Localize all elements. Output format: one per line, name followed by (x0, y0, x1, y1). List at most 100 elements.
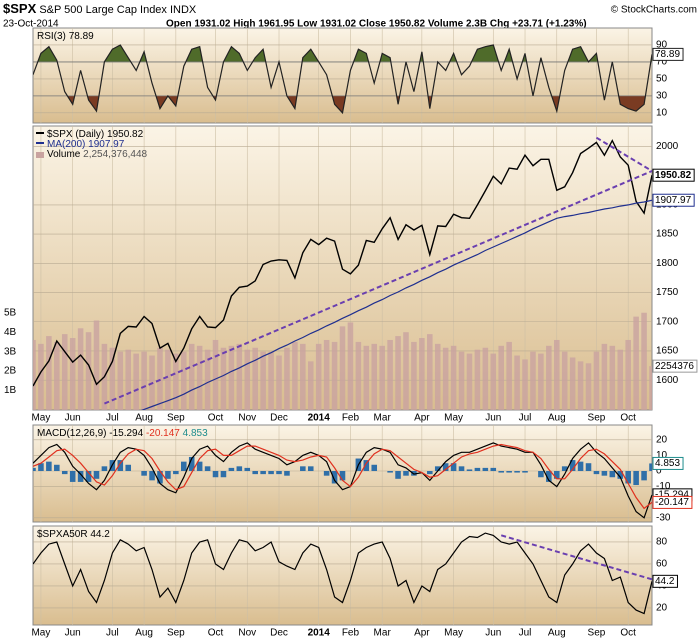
trendline (104, 170, 652, 405)
series-line (33, 443, 652, 510)
legend-text: Volume (47, 149, 81, 160)
y-tick-label: 20 (656, 603, 668, 614)
legend-text: -20.147 (146, 428, 180, 439)
histogram-bar (93, 471, 100, 479)
volume-bar (260, 351, 266, 410)
series-line (33, 532, 652, 615)
histogram-bar (54, 464, 60, 472)
last-value-box (652, 168, 695, 182)
histogram-bar (228, 467, 235, 472)
volume-bar (355, 341, 362, 410)
x-tick-label: Jun (485, 628, 501, 639)
histogram-bar (403, 471, 409, 476)
header-title: $SPX S&P 500 Large Cap Index INDX (3, 1, 197, 16)
histogram-bar (427, 471, 433, 475)
histogram-bar (85, 471, 92, 482)
volume-bar (276, 355, 282, 410)
volume-bar (601, 343, 608, 410)
histogram-bar (411, 471, 417, 476)
x-tick-label: Nov (238, 628, 256, 639)
histogram-bar (33, 467, 36, 472)
x-tick-label: Jun (65, 628, 81, 639)
histogram-bar (69, 471, 76, 482)
histogram-bar (641, 471, 647, 481)
volume-bar (188, 343, 195, 410)
x-tick-label: Oct (208, 628, 224, 639)
y2-tick-label: 5B (4, 307, 17, 318)
panel-plot (33, 526, 652, 625)
histogram-bar (307, 466, 314, 472)
y-tick-label: 10 (656, 450, 668, 461)
x-tick-label: Nov (238, 413, 256, 424)
volume-bar (204, 349, 211, 410)
volume-bar (458, 351, 465, 410)
volume-bar (46, 336, 52, 410)
x-tick-label: Sep (588, 413, 606, 424)
legend: Volume 2,254,376,448 (47, 149, 148, 160)
histogram-bar (212, 471, 219, 478)
histogram-bar (268, 471, 274, 475)
y-tick-label: 2000 (656, 141, 679, 152)
y2-tick-label: 1B (4, 385, 17, 396)
volume-bar (403, 332, 409, 410)
volume-bar (165, 349, 171, 410)
last-value-label: 1950.82 (655, 170, 692, 181)
x-tick-label: Aug (135, 413, 153, 424)
volume-bar (33, 339, 36, 410)
volume-bar (284, 347, 290, 410)
histogram-bar (538, 471, 544, 478)
volume-bar (117, 351, 124, 410)
volume-bar (125, 349, 132, 410)
panel-background (32, 525, 653, 626)
x-tick-label: Aug (548, 628, 566, 639)
legend-swatch (36, 142, 44, 144)
histogram-bar (609, 471, 616, 478)
y-tick-label: 50 (656, 74, 668, 85)
panel-plot (33, 425, 652, 522)
volume-bar (363, 345, 370, 410)
x-tick-label: Aug (548, 413, 566, 424)
volume-bar (252, 347, 258, 410)
x-tick-label: 2014 (308, 413, 331, 424)
legend: $SPX (Daily) 1950.82 (47, 129, 144, 140)
volume-bar (522, 359, 528, 410)
volume-bar (546, 345, 552, 410)
histogram-bar (387, 471, 393, 473)
volume-bar (538, 353, 544, 410)
volume-bar (577, 361, 584, 410)
y-tick-label: 1600 (656, 375, 679, 386)
histogram-bar (617, 471, 624, 479)
histogram-bar (553, 471, 560, 479)
volume-bar (617, 349, 624, 410)
volume-bar (236, 343, 243, 410)
histogram-bar (506, 471, 512, 473)
histogram-bar (46, 461, 52, 472)
volume-bar (339, 326, 346, 410)
x-tick-label: Sep (588, 628, 606, 639)
histogram-bar (165, 471, 171, 479)
histogram-bar (466, 469, 473, 472)
y-tick-label: 20 (656, 434, 668, 445)
volume-bar (395, 336, 401, 410)
x-tick-label: Oct (208, 413, 224, 424)
histogram-bar (331, 471, 338, 484)
histogram-bar (434, 466, 441, 472)
volume-bar (268, 351, 274, 410)
legend-text: MACD(12,26,9) (37, 428, 106, 439)
histogram-bar (323, 471, 330, 476)
volume-bar (292, 341, 298, 410)
series-line (33, 44, 652, 115)
histogram-bar (149, 471, 155, 481)
last-value-box (652, 47, 684, 61)
volume-bar (220, 347, 227, 410)
histogram-bar (157, 471, 163, 484)
volume-bar (466, 353, 473, 410)
histogram-bar (371, 464, 378, 472)
volume-bar (450, 345, 457, 410)
volume-bar (133, 353, 139, 410)
y-tick-label: 70 (656, 57, 668, 68)
volume-bar (569, 357, 576, 410)
legend-swatch (36, 152, 44, 158)
y2-tick-label: 2B (4, 366, 17, 377)
